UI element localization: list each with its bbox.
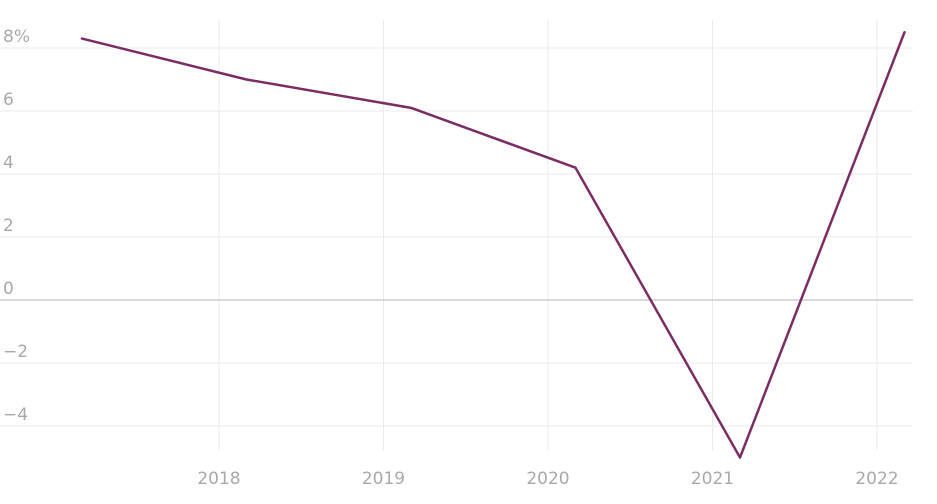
x-tick-label-2021: 2021	[691, 469, 734, 489]
y-tick-label: 2	[3, 216, 14, 236]
y-tick-label: 8%	[3, 27, 30, 47]
axes: 8% 6 4 2 0 −2 −4 2018 2019 2020 2021 2022	[3, 27, 899, 489]
series-line	[80, 31, 906, 459]
y-tick-label: 4	[3, 153, 14, 173]
x-tick-label-2018: 2018	[197, 469, 240, 489]
y-tick-label: −2	[3, 342, 28, 362]
series-layer	[80, 31, 906, 459]
x-tick-label-2020: 2020	[526, 469, 569, 489]
x-tick-label-2022: 2022	[855, 469, 898, 489]
y-tick-label: 6	[3, 90, 14, 110]
gridlines	[0, 20, 913, 450]
y-tick-label: −4	[3, 405, 28, 425]
x-tick-label-2019: 2019	[362, 469, 405, 489]
y-tick-label: 0	[3, 279, 14, 299]
